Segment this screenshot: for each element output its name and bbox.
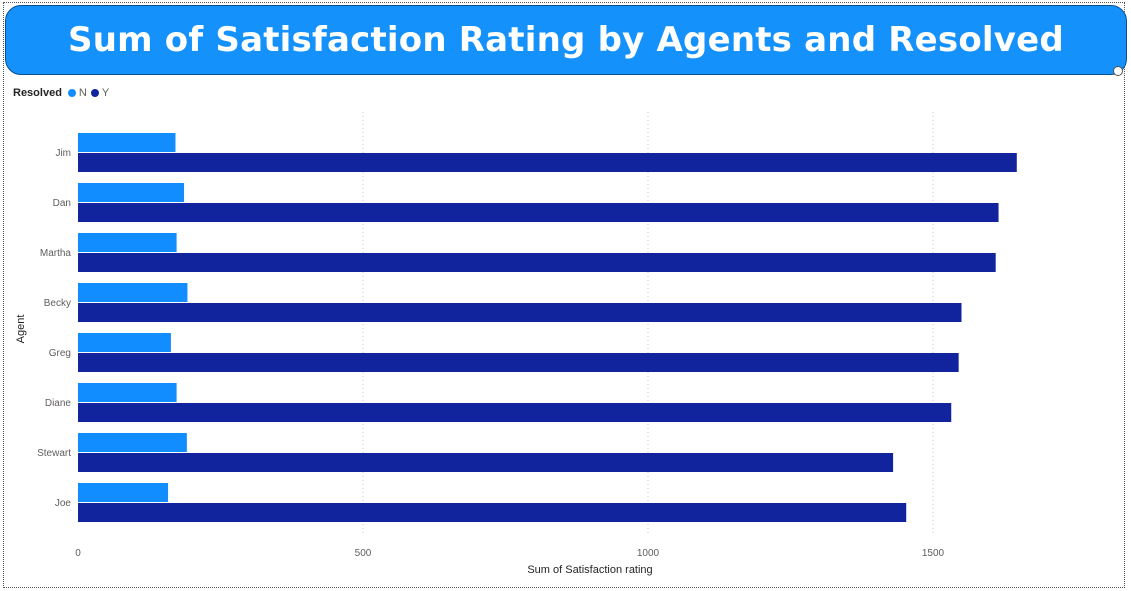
category-label-joe: Joe <box>55 498 72 509</box>
x-tick-label-1500: 1500 <box>922 548 945 559</box>
bar-becky-y <box>78 303 962 322</box>
legend-label-y: Y <box>101 87 110 99</box>
category-label-jim: Jim <box>55 148 71 159</box>
bar-diane-y <box>78 403 952 422</box>
chart-title: Sum of Satisfaction Rating by Agents and… <box>68 20 1064 60</box>
bar-joe-n <box>78 483 169 502</box>
bar-becky-n <box>78 283 188 302</box>
legend-item-n[interactable]: N <box>67 87 87 99</box>
bar-jim-n <box>78 133 176 152</box>
legend-label-n: N <box>78 87 87 99</box>
category-label-diane: Diane <box>45 398 72 409</box>
category-label-stewart: Stewart <box>37 448 71 459</box>
bar-joe-y <box>78 503 907 522</box>
legend-title: Resolved <box>13 87 62 99</box>
bar-stewart-n <box>78 433 187 452</box>
x-tick-label-0: 0 <box>75 548 81 559</box>
bar-dan-n <box>78 183 185 202</box>
legend: Resolved N Y <box>13 87 113 99</box>
y-axis-title: Agent <box>15 315 27 344</box>
bar-dan-y <box>78 203 999 222</box>
bar-diane-n <box>78 383 177 402</box>
legend-dot-y <box>90 89 99 97</box>
category-label-becky: Becky <box>44 298 71 309</box>
x-tick-label-1000: 1000 <box>637 548 660 559</box>
bar-jim-y <box>78 153 1017 172</box>
legend-item-y[interactable]: Y <box>90 87 110 99</box>
category-label-dan: Dan <box>53 198 71 209</box>
x-axis-title: Sum of Satisfaction rating <box>527 564 652 576</box>
bar-greg-n <box>78 333 171 352</box>
bar-greg-y <box>78 353 959 372</box>
bar-stewart-y <box>78 453 894 472</box>
resize-handle[interactable] <box>1113 66 1123 76</box>
bar-martha-n <box>78 233 177 252</box>
visual-frame <box>3 2 1125 588</box>
bar-martha-y <box>78 253 996 272</box>
category-label-greg: Greg <box>49 348 71 359</box>
x-tick-label-500: 500 <box>355 548 372 559</box>
legend-dot-n <box>67 89 76 97</box>
category-label-martha: Martha <box>40 248 72 259</box>
title-bar: Sum of Satisfaction Rating by Agents and… <box>5 5 1127 75</box>
